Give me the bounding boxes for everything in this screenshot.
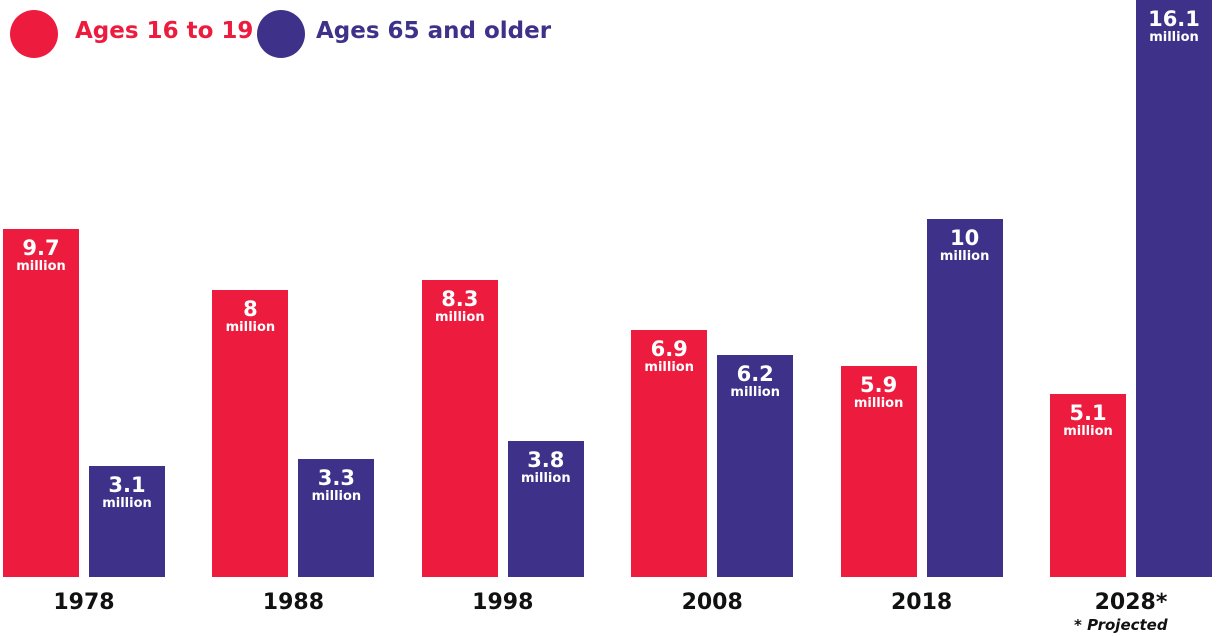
bar-ages-16-to-19-2028: [1050, 394, 1126, 577]
data-label-unit: million: [644, 359, 694, 375]
data-label-ages-65-and-older-2018: 10 million: [927, 227, 1003, 264]
data-label-unit: million: [1149, 30, 1199, 45]
bar-ages-16-to-19-2008: [631, 329, 708, 577]
data-label-value: 6.2: [736, 361, 774, 386]
data-label-value: 9.7: [22, 236, 60, 261]
data-label-value: 3.1: [108, 472, 146, 497]
projected-footnote: * Projected: [1074, 616, 1168, 634]
bar-ages-16-to-19-1998: [421, 279, 498, 577]
x-tick-label-2008: 2008: [681, 590, 743, 615]
bar-ages-16-to-19-1988: [212, 290, 289, 577]
bar-ages-16-to-19-1978: [3, 229, 79, 577]
data-label-value: 16.1: [1148, 7, 1200, 31]
bar-ages-65-and-older-1998: [507, 440, 584, 577]
legend-label-ages-16-to-19: Ages 16 to 19: [75, 18, 254, 44]
data-label-unit: million: [730, 384, 780, 400]
data-label-ages-65-and-older-1998: 3.8 million: [508, 449, 584, 486]
data-label-unit: million: [853, 395, 904, 411]
data-label-ages-16-to-19-2018: 5.9 million: [841, 374, 917, 411]
bar-ages-16-to-19-2018: [840, 365, 917, 577]
bar-ages-65-and-older-1988: [298, 458, 375, 577]
data-label-value: 8: [243, 297, 258, 322]
x-tick-label-2018: 2018: [890, 590, 953, 615]
data-label-unit: million: [16, 259, 66, 275]
data-label-unit: million: [225, 320, 276, 336]
data-label-ages-16-to-19-1988: 8 million: [212, 298, 288, 335]
x-tick-label-1998: 1998: [472, 590, 534, 615]
data-label-ages-65-and-older-1978: 3.1 million: [89, 474, 165, 511]
data-label-value: 3.3: [317, 465, 355, 490]
data-label-ages-16-to-19-2008: 6.9 million: [631, 338, 707, 375]
data-label-unit: million: [521, 470, 571, 486]
bar-ages-65-and-older-2028: [1136, 0, 1212, 577]
data-label-unit: million: [102, 495, 152, 511]
data-label-ages-16-to-19-1978: 9.7 million: [3, 237, 79, 274]
bar-ages-65-and-older-1978: [89, 465, 165, 577]
data-label-unit: million: [435, 309, 485, 325]
x-tick-label-1978: 1978: [53, 590, 115, 615]
x-tick-label-1988: 1988: [262, 590, 324, 615]
data-label-unit: million: [311, 488, 362, 504]
data-label-value: 5.1: [1069, 401, 1107, 426]
data-label-value: 8.3: [441, 286, 479, 311]
data-label-ages-16-to-19-2028: 5.1 million: [1050, 402, 1126, 439]
data-label-ages-65-and-older-2008: 6.2 million: [717, 363, 793, 400]
legend-swatch-ages-16-to-19: [10, 10, 58, 58]
data-label-ages-16-to-19-1998: 8.3 million: [422, 288, 498, 325]
data-label-unit: million: [939, 248, 990, 264]
data-label-value: 3.8: [527, 447, 565, 472]
legend-swatch-ages-65-and-older: [257, 10, 305, 58]
data-label-value: 5.9: [859, 372, 898, 397]
data-label-unit: million: [1063, 424, 1113, 440]
bar-ages-65-and-older-2018: [926, 218, 1003, 577]
data-label-value: 6.9: [650, 336, 688, 361]
bar-ages-65-and-older-2008: [717, 354, 794, 577]
legend-label-ages-65-and-older: Ages 65 and older: [316, 18, 552, 44]
data-label-ages-65-and-older-1988: 3.3 million: [298, 467, 374, 504]
data-label-ages-65-and-older-2028: 16.1 million: [1136, 8, 1212, 45]
data-label-value: 10: [949, 225, 980, 250]
x-tick-label-2028: 2028*: [1094, 590, 1168, 615]
